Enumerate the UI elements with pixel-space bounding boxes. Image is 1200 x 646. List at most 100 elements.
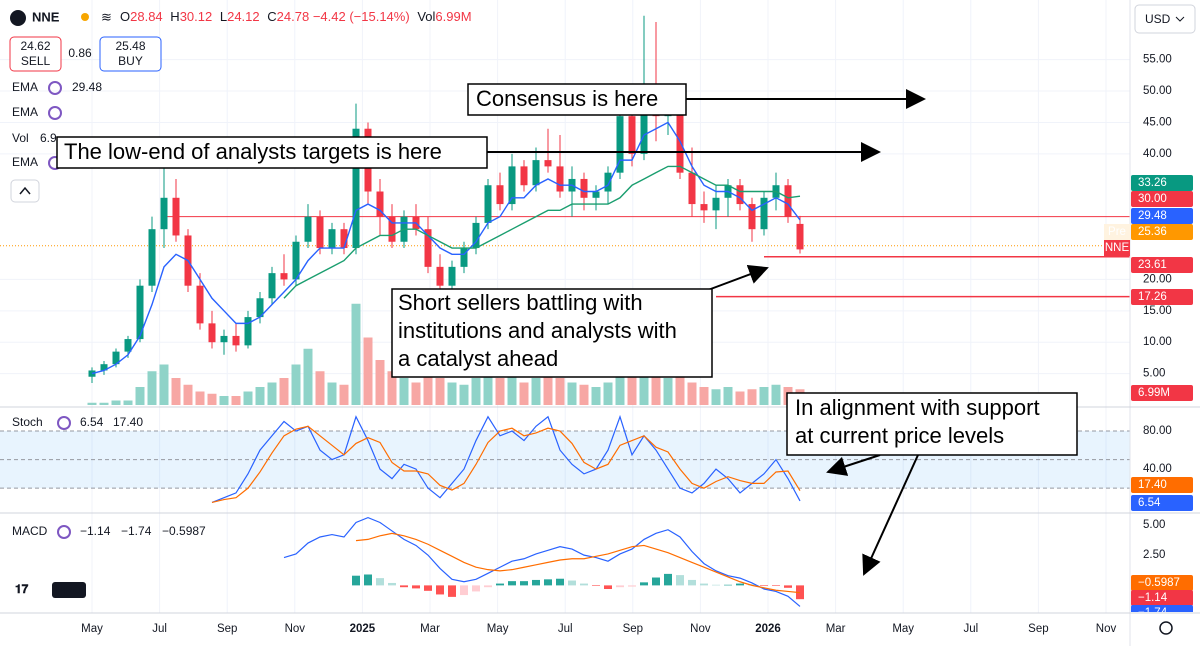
candle-body [112,351,120,365]
volume-bar [243,391,253,405]
settings-icon[interactable] [1159,621,1173,635]
collapse-button[interactable] [10,179,40,203]
annotation-text: a catalyst ahead [398,346,558,371]
x-tick-label: Jul [152,623,167,635]
volume-bar [159,364,169,405]
candle-body [796,223,804,250]
buy-button[interactable]: 25.48 BUY [99,36,162,72]
ohlc-value: 6.99M [435,9,471,24]
currency-button[interactable]: USD [1134,4,1196,34]
stoch-badge [1131,477,1193,493]
buy-price[interactable]: 25.48 [115,39,145,53]
candle-body [328,229,336,249]
indicator-value: 6.9 [40,131,57,145]
annotation-box [391,288,713,378]
x-tick-label: May [81,623,103,635]
price-badge-text: 07:13:49 [1138,242,1183,254]
candle-body [760,197,768,230]
buy-label[interactable]: BUY [118,54,143,68]
x-tick-label: 2026 [755,623,781,635]
caret[interactable] [19,186,31,195]
tv-logo: 𝟏𝟕 PRO [15,582,86,598]
ema-line [283,165,801,299]
ohlc-key: O [120,9,130,24]
candle-body [88,370,96,377]
volume-bar [99,402,109,405]
volume-bar [447,382,457,405]
candle-body [532,160,540,186]
stoch-badge-text: 6.54 [1138,497,1161,509]
y-tick-label: 40.00 [1143,148,1172,160]
volume-bar [147,371,157,405]
macd-signal-legend: −0.5987 [162,524,206,538]
currency-box[interactable] [1134,4,1196,34]
candle-body [256,298,264,318]
arrow [707,264,769,291]
sell-price[interactable]: 24.62 [20,39,50,53]
x-tick-label: Sep [217,623,237,635]
candle-body [496,185,504,205]
candle-body [736,185,744,205]
volume-bar [591,387,601,405]
macd-histogram-bar [364,574,372,586]
volume-bar [759,387,769,405]
macd-histogram-bar [400,585,408,588]
price-badge [1131,191,1193,207]
macd-badge-text: −0.5987 [1138,577,1180,589]
candle-body [580,178,588,198]
ohlc-value: 24.12 [227,9,260,24]
annotation-box [786,392,1078,456]
ohlc-key: Vol [417,9,435,24]
macd-badge [1131,575,1193,591]
ohlc-value: 28.84 [130,9,163,24]
annotation-text: institutions and analysts with [398,318,677,343]
macd-title: MACD [12,524,48,538]
candle-body [628,116,636,154]
volume-bar [327,382,337,405]
volume-bar [291,364,301,405]
buy-box[interactable] [99,36,162,72]
macd-histogram-bar [664,573,672,586]
macd-histogram-bar [784,585,792,588]
macd-histogram-bar [700,583,708,586]
volume-bar [723,387,733,405]
x-tick-label: Sep [623,623,643,635]
candle-body [712,197,720,211]
candle-body [556,166,564,192]
candle-body [160,197,168,230]
collapse-box[interactable] [10,179,40,203]
macd-line [283,516,801,607]
volume-bar [123,400,133,405]
stoch-k-line [211,414,801,503]
volume-bar [303,348,313,405]
volume-bar [747,389,757,405]
volume-bar [627,371,637,405]
candle-body [292,241,300,280]
y-tick-label: 45.00 [1143,116,1172,128]
candle-body [172,197,180,236]
annotation-box [56,136,488,169]
macd-badge-text: −1.74 [1138,607,1168,619]
volume-bar [543,371,553,405]
volume-bar [267,382,277,405]
volume-bar [411,382,421,405]
candle-body [472,222,480,249]
sell-box[interactable] [9,36,62,72]
header: NNE ≋ O28.84 H30.12 L24.12 C24.78 −4.42 … [9,4,1196,635]
logo [10,10,26,26]
volume-bar [387,371,397,405]
y-tick-label: 5.00 [1143,368,1165,380]
ohlc-key: H [170,9,179,24]
sell-button[interactable]: 24.62 SELL [9,36,62,72]
price-badge-text: 30.00 [1138,193,1167,205]
macd-histogram-bar [688,579,696,586]
arrow [826,454,881,476]
dropdown-caret[interactable] [1175,16,1185,22]
macd-histogram-bar [460,585,468,596]
volume-bar [423,373,433,405]
sell-label[interactable]: SELL [21,54,51,68]
arrow [862,454,919,576]
macd-histogram-bar [616,585,624,588]
currency[interactable]: USD [1145,12,1171,26]
